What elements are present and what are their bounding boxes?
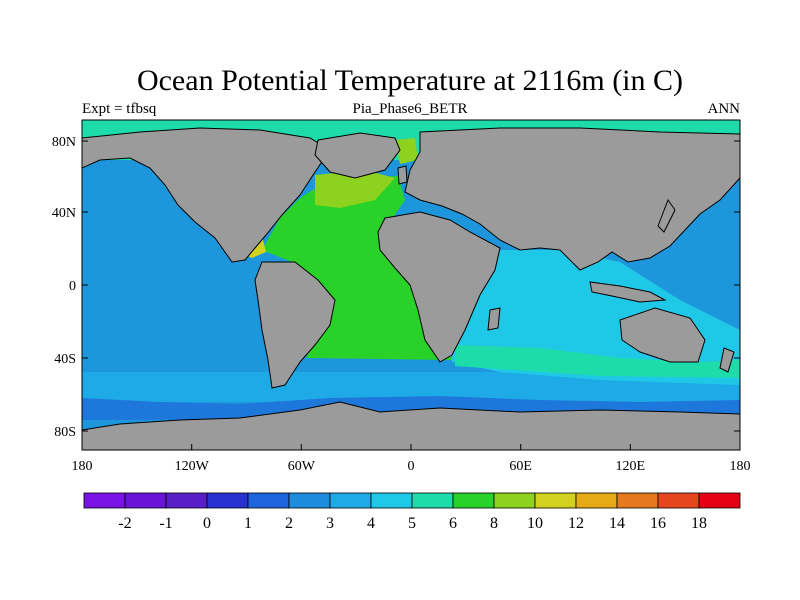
lon-axis: [81, 444, 741, 450]
north-atlantic: [315, 170, 395, 208]
australia: [619, 307, 706, 363]
lon-label-180e: 180: [730, 459, 751, 474]
case-name: Pia_Phase6_BETR: [353, 101, 468, 117]
colorbar-box: [165, 492, 208, 509]
lon-label-60w: 60W: [288, 459, 316, 474]
colorbar-box: [288, 492, 331, 509]
indian-ocean-strip: [455, 345, 740, 378]
lon-label-120e: 120E: [616, 459, 646, 474]
colorbar-box: [411, 492, 454, 509]
lon-label-120w: 120W: [175, 459, 210, 474]
colorbar-label: 18: [691, 515, 707, 532]
colorbar-box: [698, 492, 741, 509]
colorbar-box: [247, 492, 290, 509]
lat-label-0: 0: [69, 279, 76, 294]
africa: [377, 211, 501, 363]
greenland-sea-patch: [395, 138, 418, 164]
colorbar-box: [83, 492, 126, 509]
colorbar-label: -2: [118, 515, 131, 532]
season-label: ANN: [708, 101, 741, 117]
colorbar-label: 1: [244, 515, 252, 532]
indonesia: [589, 281, 667, 303]
colorbar-label: 2: [285, 515, 293, 532]
colorbar-box: [616, 492, 659, 509]
colorbar-box: [657, 492, 700, 509]
experiment-label: Expt = tfbsq: [82, 101, 157, 117]
colorbar-box: [124, 492, 167, 509]
colorbar-label: 5: [408, 515, 416, 532]
colorbar-label: 10: [527, 515, 543, 532]
madagascar: [487, 307, 501, 331]
new-zealand: [719, 347, 735, 373]
colorbar-label: 3: [326, 515, 334, 532]
eurasia: [404, 127, 740, 271]
colorbar-box: [575, 492, 618, 509]
colorbar-box: [452, 492, 495, 509]
colorbar-label: 8: [490, 515, 498, 532]
south-america: [254, 261, 336, 389]
land-masses: [82, 127, 740, 450]
colorbar: -2 -1 0 1 2 3 4 5 6 8 10 12 14 16 18: [83, 492, 741, 532]
north-america: [82, 127, 331, 263]
colorbar-box: [206, 492, 249, 509]
lat-label-40n: 40N: [52, 206, 76, 221]
uk-isles: [397, 165, 408, 185]
lat-labels: 80N 40N 0 40S 80S: [52, 135, 76, 440]
atlantic-ocean: [262, 176, 455, 360]
colorbar-label: 14: [609, 515, 625, 532]
lon-label-180w: 180: [72, 459, 93, 474]
lon-labels: 180 120W 60W 0 60E 120E 180: [72, 459, 751, 474]
colorbar-label: -1: [159, 515, 172, 532]
antarctica: [82, 401, 740, 450]
map-title: Ocean Potential Temperature at 2116m (in…: [137, 64, 683, 97]
colorbar-box: [493, 492, 536, 509]
lon-label-60e: 60E: [509, 459, 532, 474]
lat-axis: [82, 140, 740, 432]
colorbar-box: [329, 492, 372, 509]
colorbar-label: 4: [367, 515, 375, 532]
colorbar-label: 12: [568, 515, 584, 532]
greenland: [314, 132, 401, 179]
lat-label-80s: 80S: [54, 425, 76, 440]
lat-label-40s: 40S: [54, 352, 76, 367]
japan: [657, 198, 676, 233]
map-plot-area: [82, 120, 740, 450]
lon-label-0: 0: [408, 459, 415, 474]
colorbar-box: [370, 492, 413, 509]
colorbar-label: 16: [650, 515, 666, 532]
colorbar-label: 6: [449, 515, 457, 532]
lat-label-80n: 80N: [52, 135, 76, 150]
colorbar-label: 0: [203, 515, 211, 532]
colorbar-box: [534, 492, 577, 509]
